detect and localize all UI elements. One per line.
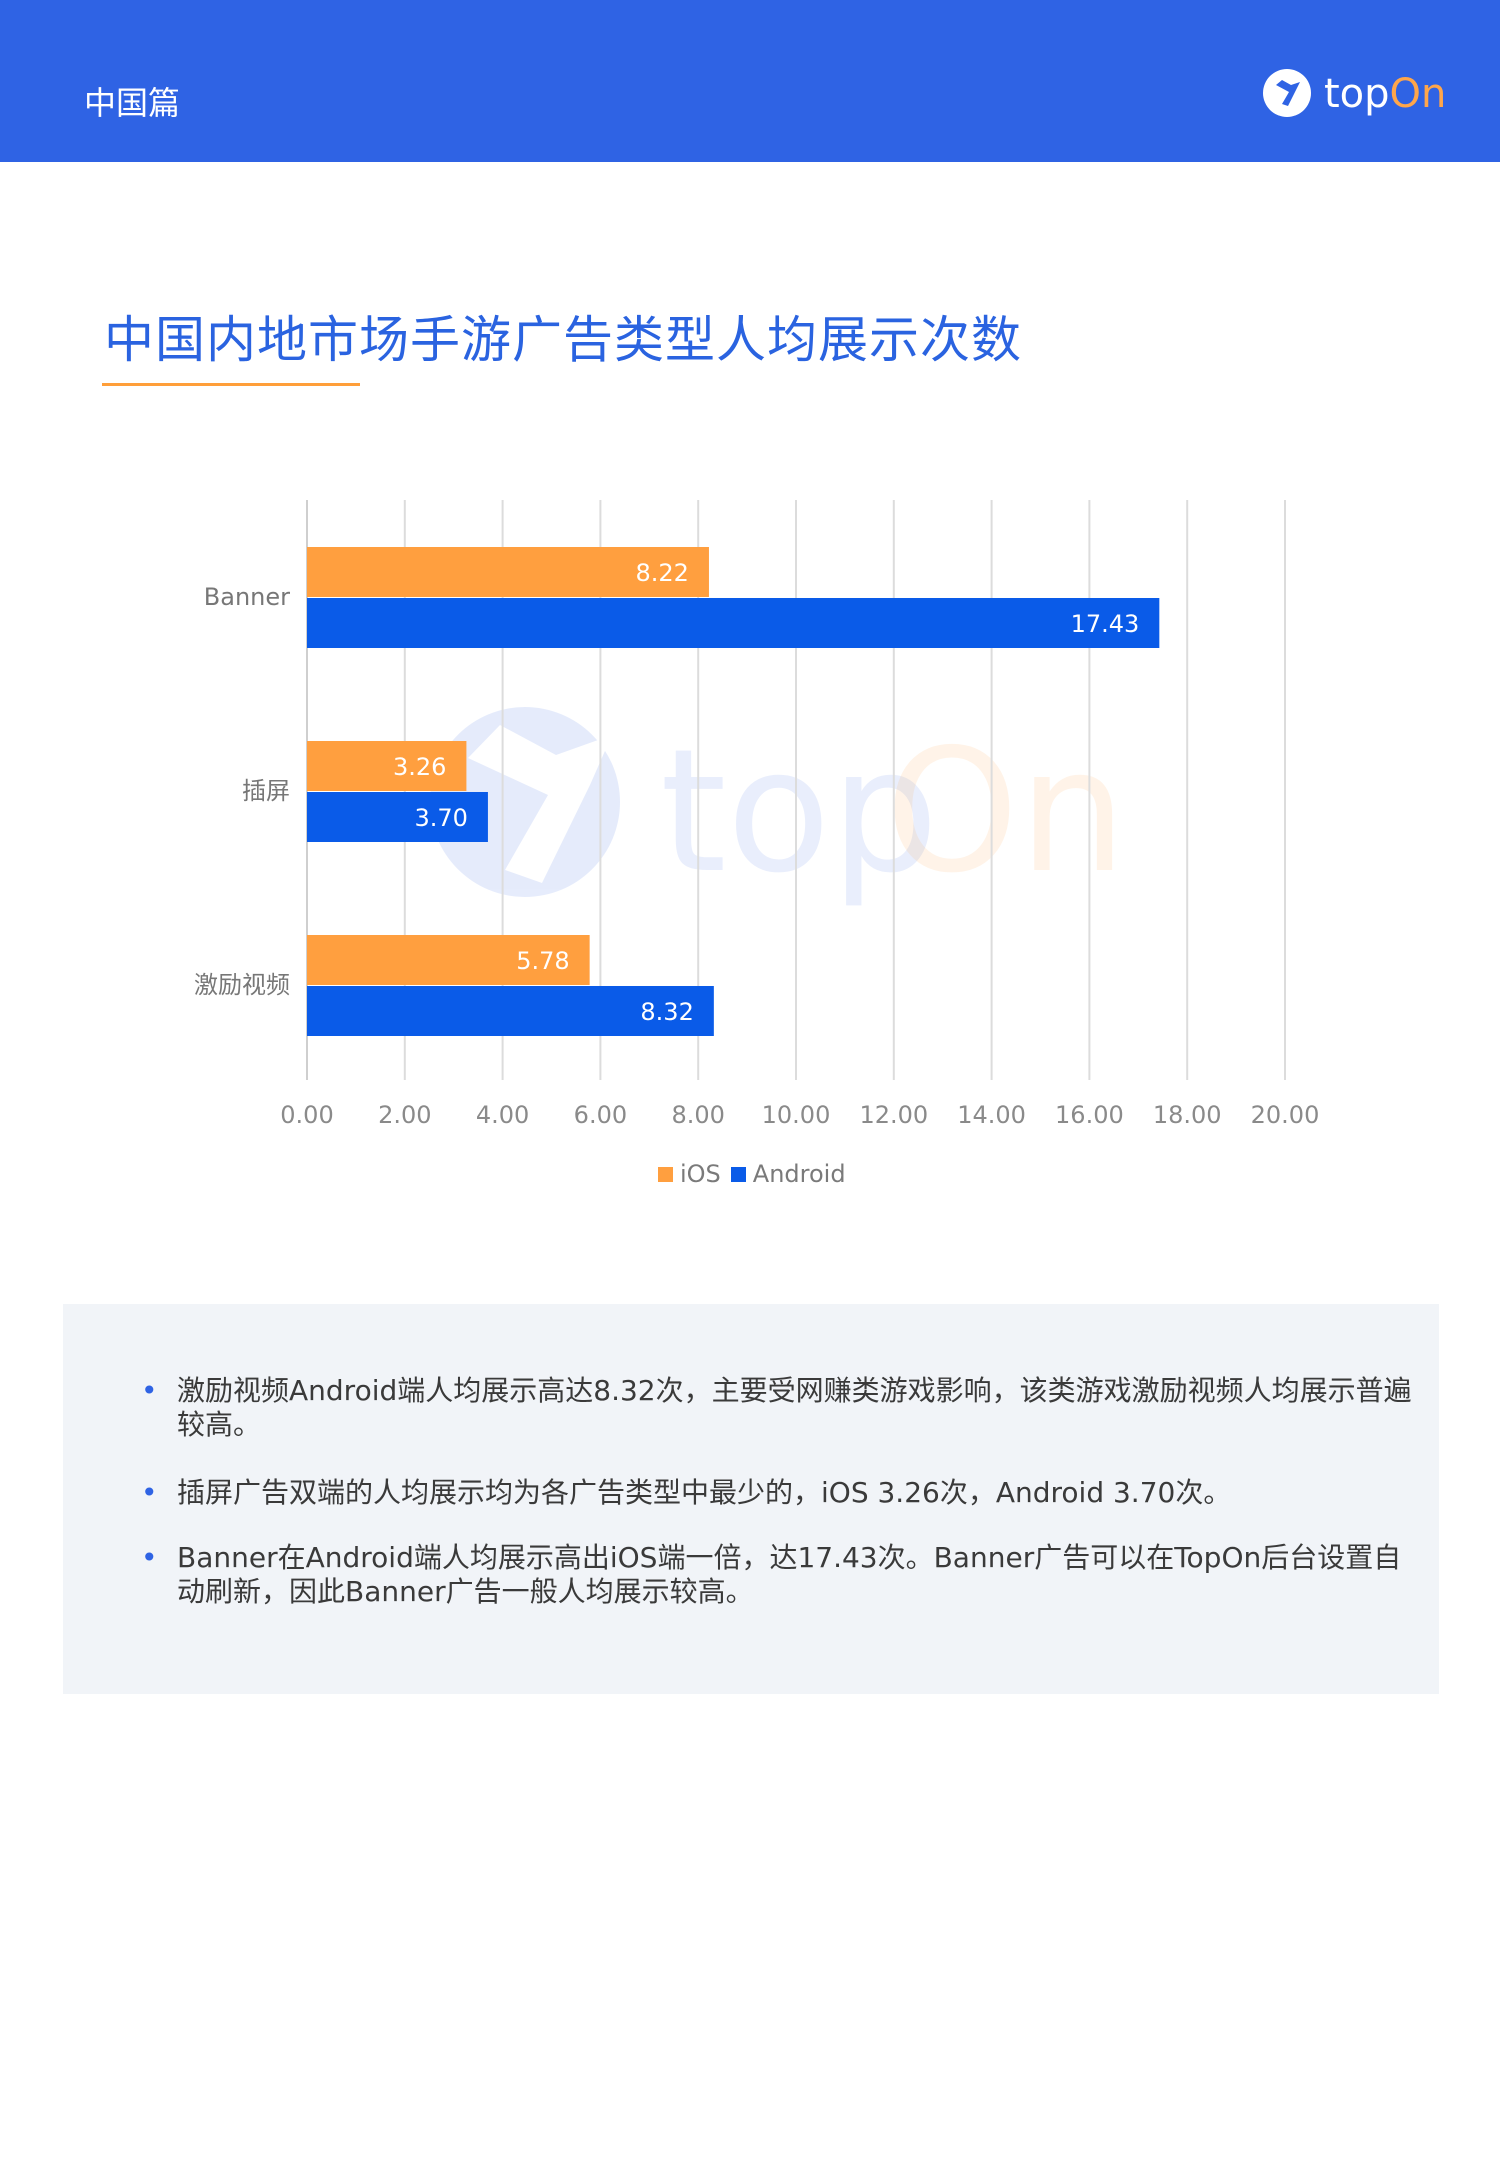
bullet-icon: • xyxy=(141,1541,158,1574)
category-label: 激励视频 xyxy=(194,971,290,999)
legend-swatch-ios xyxy=(658,1166,673,1182)
page-header: 中国篇 topOn xyxy=(0,0,1500,162)
data-label: 3.70 xyxy=(414,804,467,832)
section-label: 中国篇 xyxy=(84,84,181,122)
note-item: • 插屏广告双端的人均展示均为各广告类型中最少的，iOS 3.26次，Andro… xyxy=(141,1476,1417,1510)
note-text: 激励视频Android端人均展示高达8.32次，主要受网赚类游戏影响，该类游戏激… xyxy=(177,1374,1412,1441)
x-tick-label: 18.00 xyxy=(1153,1101,1222,1129)
x-tick-label: 8.00 xyxy=(671,1101,724,1129)
note-text: Banner在Android端人均展示高出iOS端一倍，达17.43次。Bann… xyxy=(177,1541,1402,1608)
x-tick-label: 6.00 xyxy=(574,1101,627,1129)
svg-text:top: top xyxy=(660,713,939,911)
legend-swatch-android xyxy=(730,1166,746,1182)
bar-android xyxy=(307,986,714,1036)
topon-logo-icon xyxy=(1263,69,1311,117)
legend-label-android: Android xyxy=(752,1160,846,1188)
chart-plot: 0.00 2.00 4.00 6.00 8.00 10.00 12.00 14.00 16.00… xyxy=(194,500,1320,1129)
x-tick-label: 2.00 xyxy=(378,1101,431,1129)
page-title: 中国内地市场手游广告类型人均展示次数 xyxy=(104,311,1022,369)
chart-legend: iOS Android xyxy=(658,1160,856,1188)
x-tick-label: 14.00 xyxy=(957,1101,1026,1129)
bar-android xyxy=(307,598,1160,648)
logo-text-on: On xyxy=(1389,71,1447,117)
legend-item-ios: iOS xyxy=(658,1160,721,1188)
x-tick-label: 4.00 xyxy=(476,1101,529,1129)
data-label: 8.22 xyxy=(636,559,689,587)
bar-ios xyxy=(307,935,590,985)
legend-label-ios: iOS xyxy=(680,1160,721,1188)
legend-item-android: Android xyxy=(730,1160,846,1188)
x-tick-label: 12.00 xyxy=(859,1101,928,1129)
logo-text-top: top xyxy=(1324,71,1390,117)
data-label: 17.43 xyxy=(1071,610,1140,638)
data-label: 5.78 xyxy=(516,947,569,975)
bar-ios xyxy=(307,547,709,597)
x-tick-label: 20.00 xyxy=(1251,1101,1320,1129)
bullet-icon: • xyxy=(141,1476,158,1509)
note-text: 插屏广告双端的人均展示均为各广告类型中最少的，iOS 3.26次，Android… xyxy=(177,1476,1232,1509)
x-tick-label: 16.00 xyxy=(1055,1101,1124,1129)
x-tick-label: 10.00 xyxy=(762,1101,831,1129)
bar-chart: top On 0.00 2.00 4.00 6.00 8.00 10.00 12.00 14.… xyxy=(0,440,1500,1220)
note-item: • Banner在Android端人均展示高出iOS端一倍，达17.43次。Ba… xyxy=(141,1541,1417,1609)
svg-text:On: On xyxy=(885,713,1127,911)
title-underline xyxy=(102,383,360,386)
bar-android xyxy=(307,792,488,842)
logo-wordmark: topOn xyxy=(1324,70,1446,118)
chart-watermark: top On xyxy=(430,707,1127,911)
notes-panel: • 激励视频Android端人均展示高达8.32次，主要受网赚类游戏影响，该类游… xyxy=(63,1304,1439,1694)
data-label: 8.32 xyxy=(640,998,693,1026)
note-item: • 激励视频Android端人均展示高达8.32次，主要受网赚类游戏影响，该类游… xyxy=(141,1374,1417,1442)
x-tick-label: 0.00 xyxy=(280,1101,333,1129)
bar-ios xyxy=(307,741,467,791)
category-label: 插屏 xyxy=(242,777,290,805)
category-label: Banner xyxy=(204,583,290,611)
data-label: 3.26 xyxy=(393,753,446,781)
bullet-icon: • xyxy=(141,1374,158,1407)
